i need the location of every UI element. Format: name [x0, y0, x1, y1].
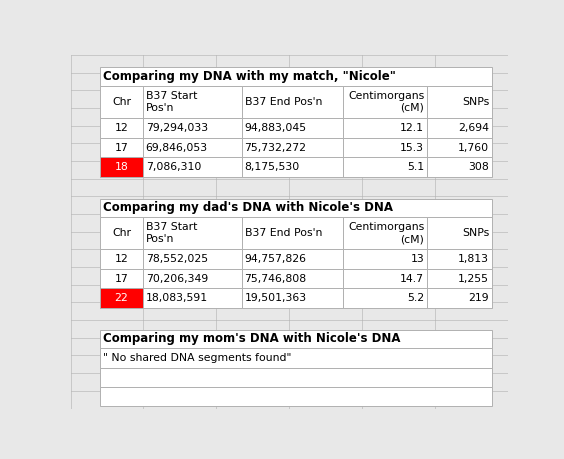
FancyBboxPatch shape: [427, 250, 492, 269]
FancyBboxPatch shape: [241, 217, 343, 250]
Text: Centimorgans
(cM): Centimorgans (cM): [348, 91, 424, 113]
FancyBboxPatch shape: [427, 288, 492, 308]
FancyBboxPatch shape: [143, 157, 241, 177]
Text: 22: 22: [114, 293, 129, 303]
FancyBboxPatch shape: [100, 330, 492, 348]
Text: 13: 13: [411, 254, 424, 264]
FancyBboxPatch shape: [241, 269, 343, 288]
FancyBboxPatch shape: [343, 118, 427, 138]
Text: 79,294,033: 79,294,033: [146, 123, 208, 133]
FancyBboxPatch shape: [241, 288, 343, 308]
FancyBboxPatch shape: [241, 86, 343, 118]
Text: 18,083,591: 18,083,591: [146, 293, 208, 303]
Text: B37 Start
Pos'n: B37 Start Pos'n: [146, 223, 197, 244]
FancyBboxPatch shape: [343, 217, 427, 250]
Text: B37 End Pos'n: B37 End Pos'n: [245, 228, 322, 238]
Text: Comparing my DNA with my match, "Nicole": Comparing my DNA with my match, "Nicole": [103, 70, 396, 83]
FancyBboxPatch shape: [100, 387, 492, 406]
FancyBboxPatch shape: [343, 138, 427, 157]
FancyBboxPatch shape: [343, 288, 427, 308]
Text: B37 Start
Pos'n: B37 Start Pos'n: [146, 91, 197, 113]
FancyBboxPatch shape: [241, 118, 343, 138]
FancyBboxPatch shape: [343, 157, 427, 177]
FancyBboxPatch shape: [343, 86, 427, 118]
FancyBboxPatch shape: [100, 118, 143, 138]
FancyBboxPatch shape: [143, 269, 241, 288]
FancyBboxPatch shape: [241, 157, 343, 177]
FancyBboxPatch shape: [143, 138, 241, 157]
FancyBboxPatch shape: [241, 138, 343, 157]
FancyBboxPatch shape: [143, 250, 241, 269]
Text: B37 End Pos'n: B37 End Pos'n: [245, 97, 322, 107]
FancyBboxPatch shape: [427, 157, 492, 177]
FancyBboxPatch shape: [427, 217, 492, 250]
Text: 219: 219: [469, 293, 489, 303]
FancyBboxPatch shape: [100, 199, 492, 217]
Text: 75,732,272: 75,732,272: [245, 142, 307, 152]
FancyBboxPatch shape: [427, 138, 492, 157]
FancyBboxPatch shape: [143, 86, 241, 118]
Text: 70,206,349: 70,206,349: [146, 274, 208, 284]
FancyBboxPatch shape: [100, 86, 143, 118]
Text: 94,883,045: 94,883,045: [245, 123, 307, 133]
Text: 5.2: 5.2: [407, 293, 424, 303]
Text: 1,813: 1,813: [458, 254, 489, 264]
Text: Chr: Chr: [112, 97, 131, 107]
FancyBboxPatch shape: [100, 269, 143, 288]
Text: 15.3: 15.3: [400, 142, 424, 152]
Text: Comparing my mom's DNA with Nicole's DNA: Comparing my mom's DNA with Nicole's DNA: [103, 332, 400, 345]
Text: 69,846,053: 69,846,053: [146, 142, 208, 152]
Text: 8,175,530: 8,175,530: [245, 162, 300, 172]
Text: 12.1: 12.1: [400, 123, 424, 133]
FancyBboxPatch shape: [100, 348, 492, 368]
Text: 75,746,808: 75,746,808: [245, 274, 307, 284]
FancyBboxPatch shape: [343, 269, 427, 288]
FancyBboxPatch shape: [143, 288, 241, 308]
FancyBboxPatch shape: [427, 269, 492, 288]
FancyBboxPatch shape: [100, 217, 143, 250]
Text: 18: 18: [114, 162, 129, 172]
Text: 2,694: 2,694: [458, 123, 489, 133]
Text: SNPs: SNPs: [462, 97, 489, 107]
Text: 12: 12: [114, 254, 129, 264]
FancyBboxPatch shape: [100, 67, 492, 86]
FancyBboxPatch shape: [343, 250, 427, 269]
Text: 1,760: 1,760: [458, 142, 489, 152]
Text: Centimorgans
(cM): Centimorgans (cM): [348, 223, 424, 244]
Text: 5.1: 5.1: [407, 162, 424, 172]
FancyBboxPatch shape: [100, 368, 492, 387]
Text: Chr: Chr: [112, 228, 131, 238]
Text: Comparing my dad's DNA with Nicole's DNA: Comparing my dad's DNA with Nicole's DNA: [103, 201, 393, 214]
Text: 14.7: 14.7: [400, 274, 424, 284]
FancyBboxPatch shape: [100, 250, 143, 269]
Text: SNPs: SNPs: [462, 228, 489, 238]
FancyBboxPatch shape: [100, 138, 143, 157]
Text: " No shared DNA segments found": " No shared DNA segments found": [103, 353, 292, 363]
Text: 19,501,363: 19,501,363: [245, 293, 307, 303]
Text: 17: 17: [114, 274, 129, 284]
FancyBboxPatch shape: [241, 250, 343, 269]
Text: 7,086,310: 7,086,310: [146, 162, 201, 172]
FancyBboxPatch shape: [427, 86, 492, 118]
Text: 12: 12: [114, 123, 129, 133]
FancyBboxPatch shape: [427, 118, 492, 138]
FancyBboxPatch shape: [143, 118, 241, 138]
Text: 1,255: 1,255: [458, 274, 489, 284]
FancyBboxPatch shape: [100, 288, 143, 308]
Text: 94,757,826: 94,757,826: [245, 254, 307, 264]
Text: 78,552,025: 78,552,025: [146, 254, 208, 264]
FancyBboxPatch shape: [143, 217, 241, 250]
FancyBboxPatch shape: [100, 157, 143, 177]
Text: 308: 308: [469, 162, 489, 172]
Text: 17: 17: [114, 142, 129, 152]
